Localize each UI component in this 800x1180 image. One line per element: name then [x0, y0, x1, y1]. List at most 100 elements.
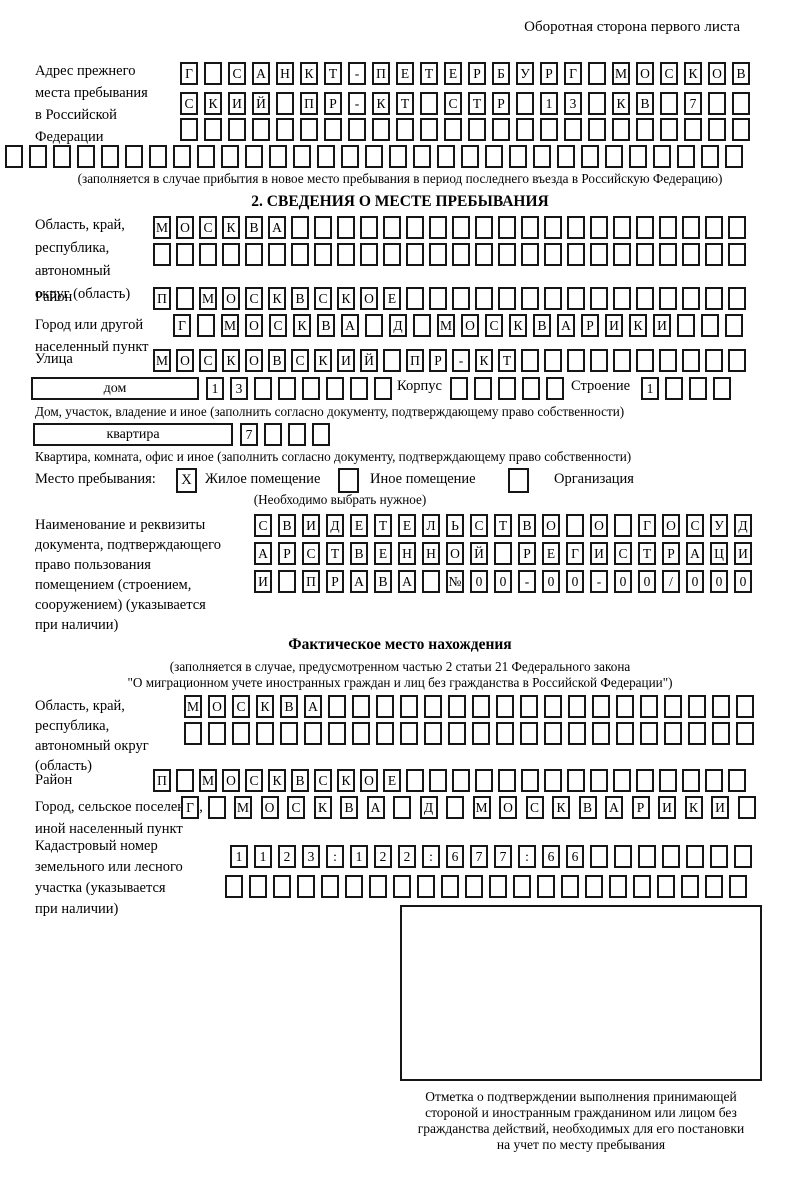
char-box[interactable]: К [313, 796, 332, 819]
char-box[interactable] [475, 769, 493, 792]
char-box[interactable] [376, 722, 394, 745]
char-box[interactable] [297, 875, 315, 898]
char-box[interactable] [590, 845, 608, 868]
char-box[interactable] [713, 377, 731, 400]
char-box[interactable] [345, 875, 363, 898]
char-box[interactable] [496, 695, 514, 718]
checkbox-inoe-pomeshchenie[interactable] [338, 468, 359, 493]
char-box[interactable]: 2 [278, 845, 296, 868]
char-box[interactable] [228, 118, 246, 141]
char-box[interactable]: Б [492, 62, 510, 85]
char-box[interactable]: В [732, 62, 750, 85]
char-box[interactable]: П [153, 287, 171, 310]
char-box[interactable] [636, 349, 654, 372]
char-box[interactable] [665, 377, 683, 400]
char-box[interactable] [341, 145, 359, 168]
char-box[interactable]: Т [420, 62, 438, 85]
char-box[interactable]: О [636, 62, 654, 85]
char-box[interactable]: К [204, 92, 222, 115]
char-box[interactable]: / [662, 570, 680, 593]
char-box[interactable]: О [245, 314, 263, 337]
char-box[interactable] [614, 514, 632, 537]
char-box[interactable]: А [557, 314, 575, 337]
char-box[interactable] [728, 349, 746, 372]
char-box[interactable] [176, 769, 194, 792]
char-box[interactable] [689, 377, 707, 400]
char-box[interactable]: В [278, 514, 296, 537]
char-box[interactable] [659, 349, 677, 372]
char-box[interactable] [636, 243, 654, 266]
char-box[interactable]: У [710, 514, 728, 537]
char-box[interactable]: К [300, 62, 318, 85]
char-box[interactable] [616, 695, 634, 718]
char-box[interactable] [406, 769, 424, 792]
char-box[interactable] [521, 287, 539, 310]
char-box[interactable] [180, 118, 198, 141]
char-box[interactable] [677, 145, 695, 168]
char-box[interactable]: 1 [641, 377, 659, 400]
char-box[interactable] [686, 845, 704, 868]
char-box[interactable] [636, 118, 654, 141]
char-box[interactable] [256, 722, 274, 745]
char-box[interactable] [590, 349, 608, 372]
char-box[interactable] [406, 243, 424, 266]
char-box[interactable]: Е [383, 287, 401, 310]
char-box[interactable]: 7 [494, 845, 512, 868]
char-box[interactable] [437, 145, 455, 168]
char-box[interactable]: И [228, 92, 246, 115]
char-box[interactable] [352, 695, 370, 718]
char-box[interactable]: К [222, 216, 240, 239]
char-box[interactable] [734, 845, 752, 868]
char-box[interactable] [452, 216, 470, 239]
char-box[interactable]: О [446, 542, 464, 565]
char-box[interactable] [475, 243, 493, 266]
char-box[interactable] [728, 243, 746, 266]
char-box[interactable]: 0 [470, 570, 488, 593]
char-box[interactable] [53, 145, 71, 168]
char-box[interactable] [446, 796, 464, 819]
char-box[interactable] [173, 145, 191, 168]
char-box[interactable]: И [734, 542, 752, 565]
char-box[interactable] [221, 145, 239, 168]
char-box[interactable]: О [360, 769, 378, 792]
char-box[interactable] [465, 875, 483, 898]
char-box[interactable]: К [552, 796, 570, 819]
char-box[interactable]: С [660, 62, 678, 85]
char-box[interactable] [444, 118, 462, 141]
char-box[interactable] [567, 216, 585, 239]
char-box[interactable]: А [254, 542, 272, 565]
char-box[interactable]: К [268, 287, 286, 310]
char-box[interactable] [613, 243, 631, 266]
char-box[interactable]: О [176, 216, 194, 239]
char-box[interactable] [369, 875, 387, 898]
char-box[interactable]: О [662, 514, 680, 537]
char-box[interactable] [337, 243, 355, 266]
char-box[interactable]: Г [173, 314, 191, 337]
char-box[interactable]: Ц [710, 542, 728, 565]
char-box[interactable]: И [658, 796, 676, 819]
char-box[interactable]: М [199, 287, 217, 310]
char-box[interactable] [317, 145, 335, 168]
char-box[interactable] [249, 875, 267, 898]
char-box[interactable] [725, 145, 743, 168]
char-box[interactable] [448, 695, 466, 718]
char-box[interactable]: В [340, 796, 358, 819]
char-box[interactable] [400, 695, 418, 718]
char-box[interactable]: К [509, 314, 527, 337]
char-box[interactable] [614, 845, 632, 868]
char-box[interactable] [708, 118, 726, 141]
char-box[interactable] [252, 118, 270, 141]
char-box[interactable]: В [280, 695, 298, 718]
char-box[interactable] [636, 287, 654, 310]
char-box[interactable]: Р [631, 796, 650, 819]
char-box[interactable] [712, 722, 730, 745]
char-box[interactable] [406, 287, 424, 310]
checkbox-zhiloe-pomeshchenie[interactable]: X [176, 468, 197, 493]
char-box[interactable]: Й [360, 349, 378, 372]
char-box[interactable] [605, 145, 623, 168]
char-box[interactable]: К [337, 287, 355, 310]
char-box[interactable] [176, 243, 194, 266]
char-box[interactable]: С [614, 542, 632, 565]
char-box[interactable] [300, 118, 318, 141]
char-box[interactable]: 7 [470, 845, 488, 868]
